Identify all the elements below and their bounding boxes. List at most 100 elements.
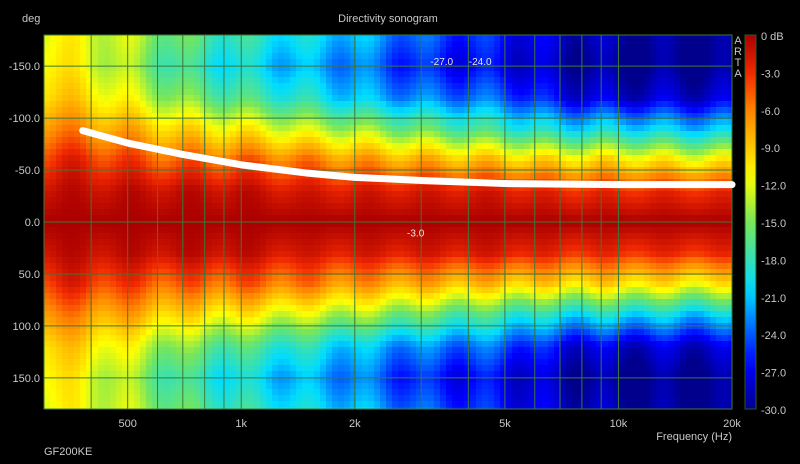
heatmap-cell <box>176 53 183 60</box>
heatmap-cell <box>272 77 279 84</box>
heatmap-cell <box>308 209 315 216</box>
heatmap-cell <box>350 161 357 168</box>
heatmap-cell <box>230 245 237 252</box>
heatmap-cell <box>86 107 93 114</box>
heatmap-cell <box>314 119 321 126</box>
heatmap-cell <box>356 263 363 270</box>
heatmap-cell <box>470 77 477 84</box>
heatmap-cell <box>116 113 123 120</box>
heatmap-cell <box>506 377 513 384</box>
heatmap-cell <box>482 35 489 42</box>
heatmap-cell <box>404 353 411 360</box>
heatmap-cell <box>452 221 459 228</box>
heatmap-cell <box>50 185 57 192</box>
heatmap-cell <box>200 401 207 408</box>
heatmap-cell <box>206 41 213 48</box>
heatmap-cell <box>68 41 75 48</box>
heatmap-cell <box>194 365 201 372</box>
heatmap-cell <box>320 89 327 96</box>
heatmap-cell <box>248 71 255 78</box>
heatmap-cell <box>494 359 501 366</box>
heatmap-cell <box>248 407 255 410</box>
heatmap-cell <box>338 395 345 402</box>
heatmap-cell <box>68 203 75 210</box>
heatmap-cell <box>272 269 279 276</box>
heatmap-cell <box>470 191 477 198</box>
heatmap-cell <box>434 71 441 78</box>
heatmap-cell <box>188 35 195 42</box>
heatmap-cell <box>224 353 231 360</box>
heatmap-cell <box>326 59 333 66</box>
heatmap-cell <box>68 137 75 144</box>
heatmap-cell <box>140 377 147 384</box>
heatmap-cell <box>368 305 375 312</box>
heatmap-cell <box>506 371 513 378</box>
heatmap-cell <box>452 233 459 240</box>
heatmap-cell <box>182 389 189 396</box>
heatmap-cell <box>356 389 363 396</box>
heatmap-cell <box>428 287 435 294</box>
heatmap-cell <box>500 395 507 402</box>
heatmap-cell <box>296 377 303 384</box>
heatmap-cell <box>62 131 69 138</box>
heatmap-cell <box>62 365 69 372</box>
heatmap-cell <box>50 401 57 408</box>
heatmap-cell <box>212 233 219 240</box>
heatmap-cell <box>452 77 459 84</box>
heatmap-cell <box>56 215 63 222</box>
heatmap-cell <box>308 341 315 348</box>
heatmap-cell <box>380 341 387 348</box>
heatmap-cell <box>500 107 507 114</box>
heatmap-cell <box>356 107 363 114</box>
heatmap-cell <box>266 299 273 306</box>
heatmap-cell <box>494 149 501 156</box>
heatmap-cell <box>446 155 453 162</box>
heatmap-cell <box>344 221 351 228</box>
heatmap-cell <box>236 215 243 222</box>
heatmap-cell <box>62 149 69 156</box>
heatmap-cell <box>476 41 483 48</box>
heatmap-cell <box>446 59 453 66</box>
heatmap-cell <box>224 389 231 396</box>
heatmap-cell <box>254 353 261 360</box>
heatmap-cell <box>260 107 267 114</box>
heatmap-cell <box>224 257 231 264</box>
heatmap-cell <box>440 155 447 162</box>
heatmap-cell <box>488 251 495 258</box>
heatmap-cell <box>200 65 207 72</box>
heatmap-cell <box>128 107 135 114</box>
heatmap-cell <box>314 41 321 48</box>
heatmap-cell <box>482 395 489 402</box>
heatmap-cell <box>86 221 93 228</box>
heatmap-cell <box>308 221 315 228</box>
heatmap-cell <box>224 35 231 42</box>
heatmap-cell <box>404 293 411 300</box>
heatmap-cell <box>74 311 81 318</box>
heatmap-cell <box>344 143 351 150</box>
heatmap-cell <box>86 269 93 276</box>
heatmap-cell <box>116 305 123 312</box>
heatmap-cell <box>236 209 243 216</box>
heatmap-cell <box>452 137 459 144</box>
heatmap-cell <box>152 395 159 402</box>
heatmap-cell <box>272 101 279 108</box>
heatmap-cell <box>98 257 105 264</box>
heatmap-cell <box>398 299 405 306</box>
heatmap-cell <box>452 401 459 408</box>
heatmap-cell <box>410 293 417 300</box>
heatmap-cell <box>92 269 99 276</box>
heatmap-cell <box>266 353 273 360</box>
heatmap-cell <box>362 107 369 114</box>
heatmap-cell <box>116 143 123 150</box>
heatmap-cell <box>290 185 297 192</box>
heatmap-cell <box>380 95 387 102</box>
heatmap-cell <box>206 89 213 96</box>
heatmap-cell <box>50 359 57 366</box>
heatmap-cell <box>494 281 501 288</box>
heatmap-cell <box>188 149 195 156</box>
heatmap-cell <box>296 107 303 114</box>
heatmap-cell <box>194 371 201 378</box>
heatmap-cell <box>260 407 267 410</box>
heatmap-cell <box>92 113 99 120</box>
heatmap-cell <box>200 71 207 78</box>
